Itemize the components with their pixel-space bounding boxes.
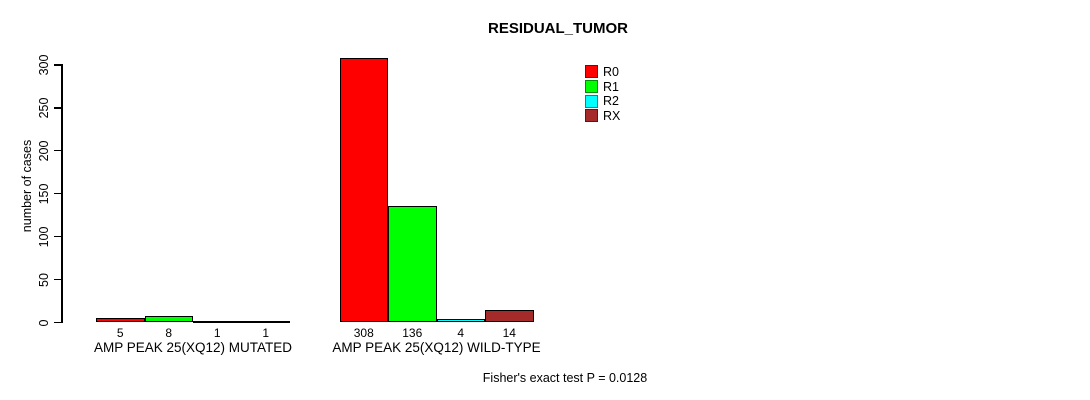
- y-tick-label: 150: [37, 183, 51, 205]
- bar-value-label: 1: [213, 326, 221, 340]
- bar-rx-group1: [241, 320, 290, 323]
- bar-value-label: 136: [402, 326, 423, 340]
- legend-swatch-r1: [585, 80, 598, 94]
- legend-label: R0: [603, 64, 619, 79]
- bar-rx-group2: [485, 310, 534, 323]
- bar-value-label: 1: [262, 326, 270, 340]
- y-axis-label: number of cases: [20, 139, 34, 233]
- bar-value-label: 14: [502, 326, 516, 340]
- fisher-test-footnote: Fisher's exact test P = 0.0128: [482, 371, 648, 385]
- chart-title: RESIDUAL_TUMOR: [487, 20, 629, 37]
- x-category-label: AMP PEAK 25(XQ12) MUTATED: [93, 340, 293, 355]
- bar-r0-group1: [96, 318, 145, 323]
- legend-swatch-r0: [585, 65, 598, 79]
- legend-row-r1: R1: [585, 80, 620, 94]
- legend-swatch-rx: [585, 109, 598, 123]
- x-category-label: AMP PEAK 25(XQ12) WILD-TYPE: [332, 340, 541, 355]
- chart-legend: R0 R1 R2 RX: [585, 65, 620, 123]
- y-tick-label: 100: [37, 226, 51, 248]
- bar-value-label: 8: [165, 326, 173, 340]
- legend-row-r2: R2: [585, 94, 620, 108]
- y-tick-label: 200: [37, 140, 51, 162]
- y-tick-label: 250: [37, 97, 51, 119]
- bar-r0-group2: [339, 57, 388, 323]
- y-axis-line: [61, 64, 63, 324]
- bar-r1-group1: [144, 315, 193, 323]
- y-tick-mark: [54, 107, 61, 109]
- bar-value-label: 308: [353, 326, 374, 340]
- y-tick-mark: [54, 64, 61, 66]
- y-tick-mark: [54, 235, 61, 238]
- y-tick-mark: [54, 149, 61, 152]
- bar-value-label: 5: [116, 326, 124, 340]
- legend-swatch-r2: [585, 94, 598, 108]
- bar-r2-group2: [436, 319, 485, 323]
- legend-row-r0: R0: [585, 65, 620, 79]
- bar-r2-group1: [193, 320, 242, 323]
- legend-label: R2: [603, 94, 619, 109]
- bar-value-label: 4: [457, 326, 465, 340]
- y-tick-mark: [54, 321, 61, 324]
- legend-label: R1: [603, 79, 619, 94]
- legend-label: RX: [603, 108, 621, 123]
- y-tick-label: 50: [37, 272, 51, 287]
- legend-row-rx: RX: [585, 109, 620, 123]
- y-tick-label: 300: [37, 54, 51, 76]
- y-tick-mark: [54, 278, 61, 281]
- y-tick-label: 0: [37, 319, 51, 326]
- y-tick-mark: [54, 192, 61, 195]
- bar-r1-group2: [388, 205, 437, 323]
